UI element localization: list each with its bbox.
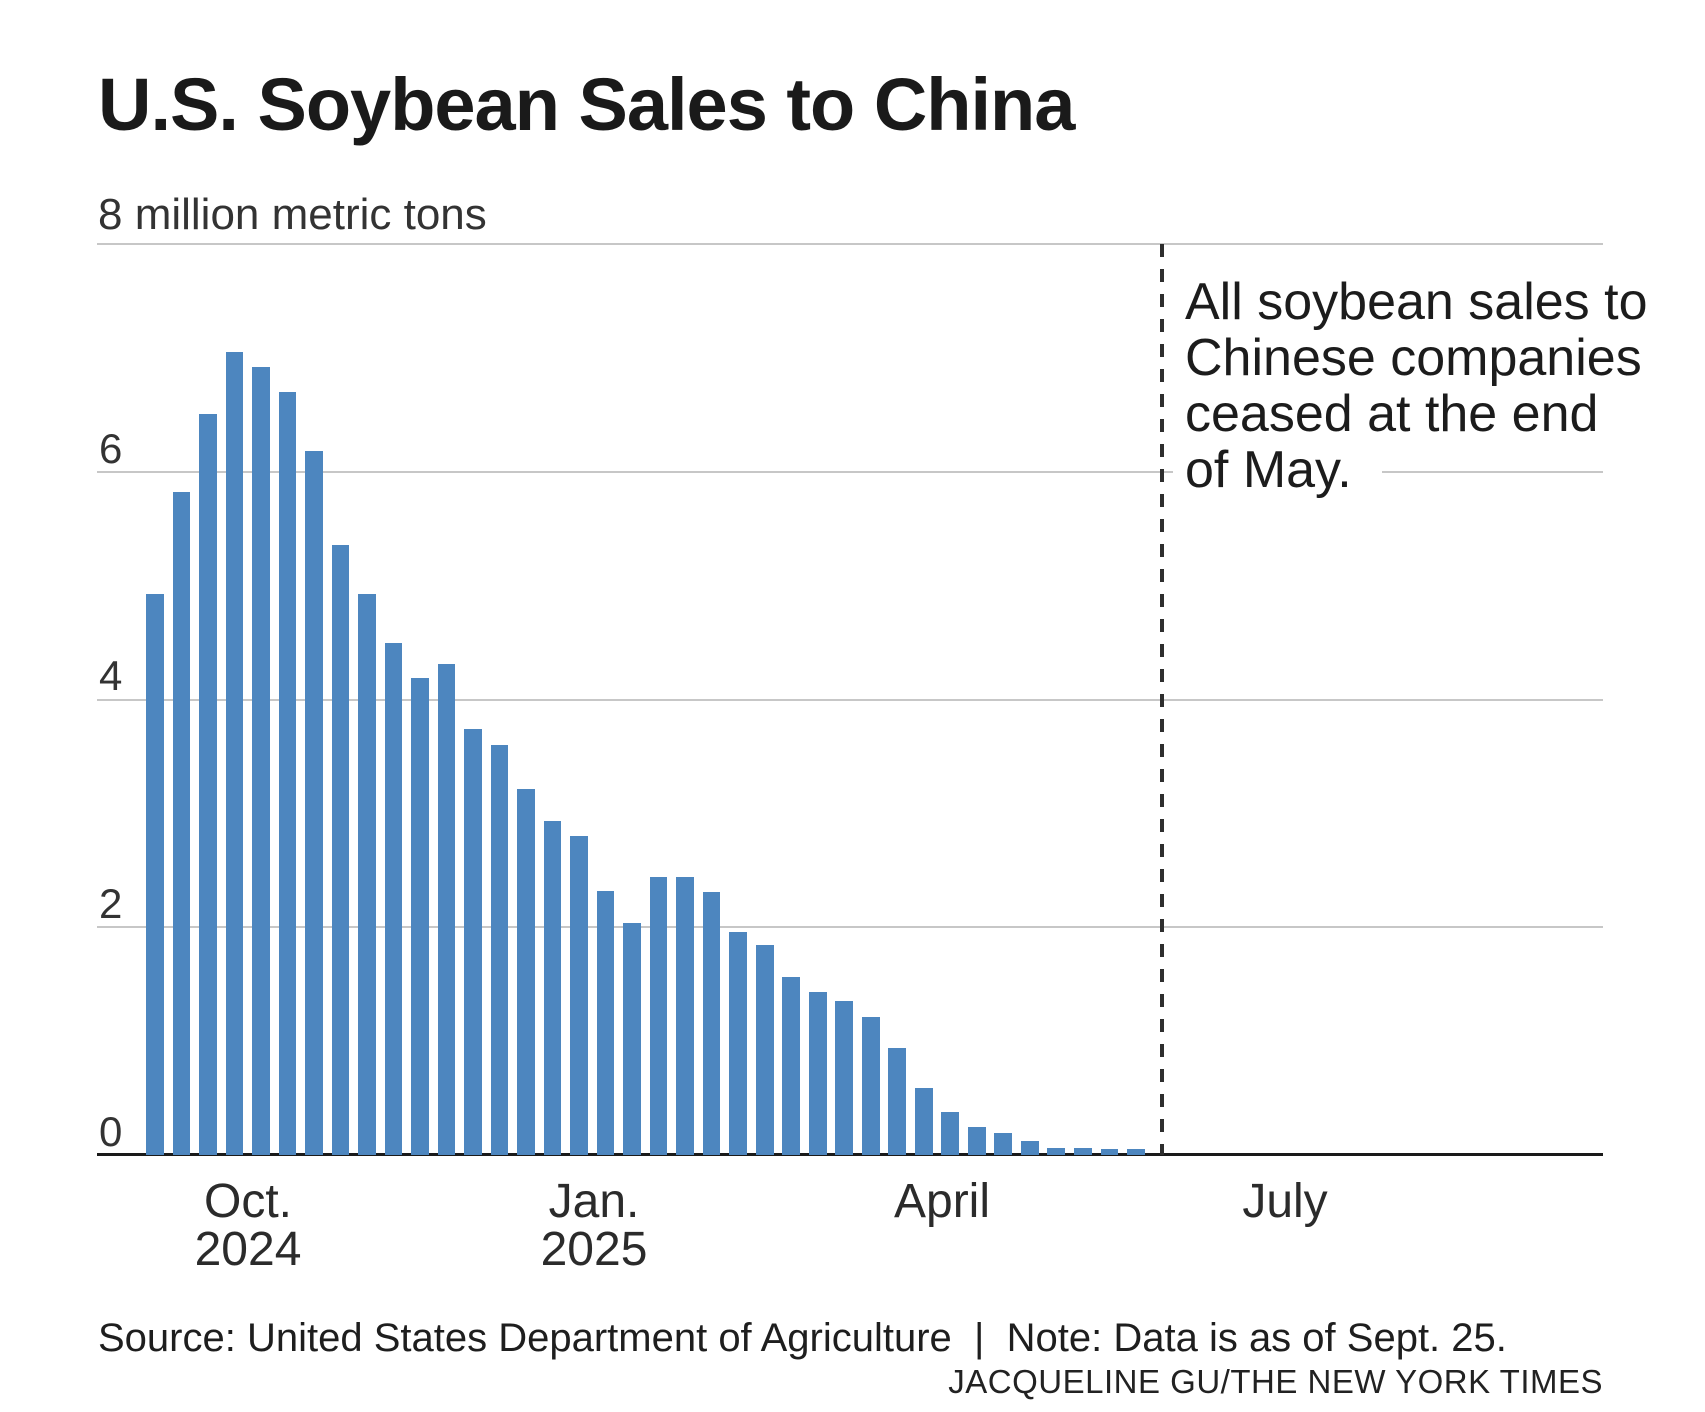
plot-area [97, 243, 1603, 1156]
bar-week-20 [649, 877, 668, 1155]
annotation-line-1: All soybean sales to [1173, 274, 1678, 330]
y-tick-label-0: 0 [99, 1108, 123, 1155]
source-note: Source: United States Department of Agri… [98, 1316, 1507, 1360]
bar-week-17 [570, 836, 588, 1155]
x-tick-label-oct: Oct. 2024 [194, 1175, 302, 1276]
bar-week-26 [808, 992, 827, 1155]
gridline-4 [97, 698, 1603, 701]
bar-week-2 [172, 492, 191, 1155]
bar-week-35 [1047, 1148, 1066, 1155]
bar-week-19 [623, 922, 641, 1155]
annotation-line-4: of May. [1173, 442, 1382, 498]
bar-week-1 [146, 593, 164, 1155]
bar-week-9 [358, 593, 376, 1155]
y-tick-label-2: 2 [99, 879, 123, 927]
chart-title: U.S. Soybean Sales to China [98, 63, 1075, 146]
bar-week-14 [490, 745, 509, 1155]
y-axis-unit-label: 8 million metric tons [98, 190, 487, 239]
bar-week-11 [411, 677, 429, 1155]
x-tick-label-april: April [893, 1175, 991, 1228]
bar-week-10 [384, 642, 403, 1155]
bar-week-29 [888, 1047, 907, 1155]
bar-week-15 [517, 789, 535, 1155]
bar-week-28 [861, 1017, 880, 1155]
annotation-callout: All soybean sales to Chinese companies c… [1173, 274, 1678, 498]
gridline-2 [97, 926, 1603, 929]
bar-week-33 [994, 1133, 1013, 1155]
bar-week-8 [331, 544, 350, 1155]
gridline-6 [97, 470, 1603, 473]
bar-week-22 [702, 891, 721, 1155]
bar-week-32 [967, 1126, 986, 1155]
bar-week-7 [305, 451, 323, 1155]
bar-week-21 [676, 877, 694, 1155]
bar-week-31 [941, 1111, 960, 1155]
annotation-line-2: Chinese companies [1173, 330, 1672, 386]
event-dashed-line [1160, 244, 1164, 1155]
bar-week-13 [464, 729, 482, 1155]
bar-week-23 [729, 931, 747, 1155]
bar-week-3 [199, 413, 217, 1155]
bar-week-27 [835, 1001, 854, 1155]
annotation-line-3: ceased at the end [1173, 386, 1629, 442]
y-tick-label-4: 4 [99, 652, 123, 699]
x-tick-label-jan: Jan. 2025 [540, 1175, 648, 1276]
bar-week-4 [225, 352, 244, 1155]
y-tick-label-6: 6 [99, 424, 123, 472]
bar-week-25 [782, 977, 801, 1155]
gridline-8 [97, 243, 1603, 245]
bar-week-36 [1073, 1148, 1092, 1155]
bar-week-34 [1020, 1141, 1039, 1155]
bar-week-24 [755, 945, 774, 1155]
bar-week-38 [1127, 1149, 1145, 1155]
bar-week-12 [437, 664, 456, 1155]
bar-week-5 [252, 367, 270, 1155]
bar-week-37 [1100, 1149, 1119, 1155]
x-tick-label-july: July [1242, 1175, 1328, 1228]
bar-week-16 [543, 821, 562, 1155]
bar-week-30 [914, 1087, 933, 1155]
byline-credit: JACQUELINE GU/THE NEW YORK TIMES [948, 1363, 1603, 1400]
bar-week-18 [596, 890, 615, 1155]
bar-week-6 [278, 392, 297, 1155]
